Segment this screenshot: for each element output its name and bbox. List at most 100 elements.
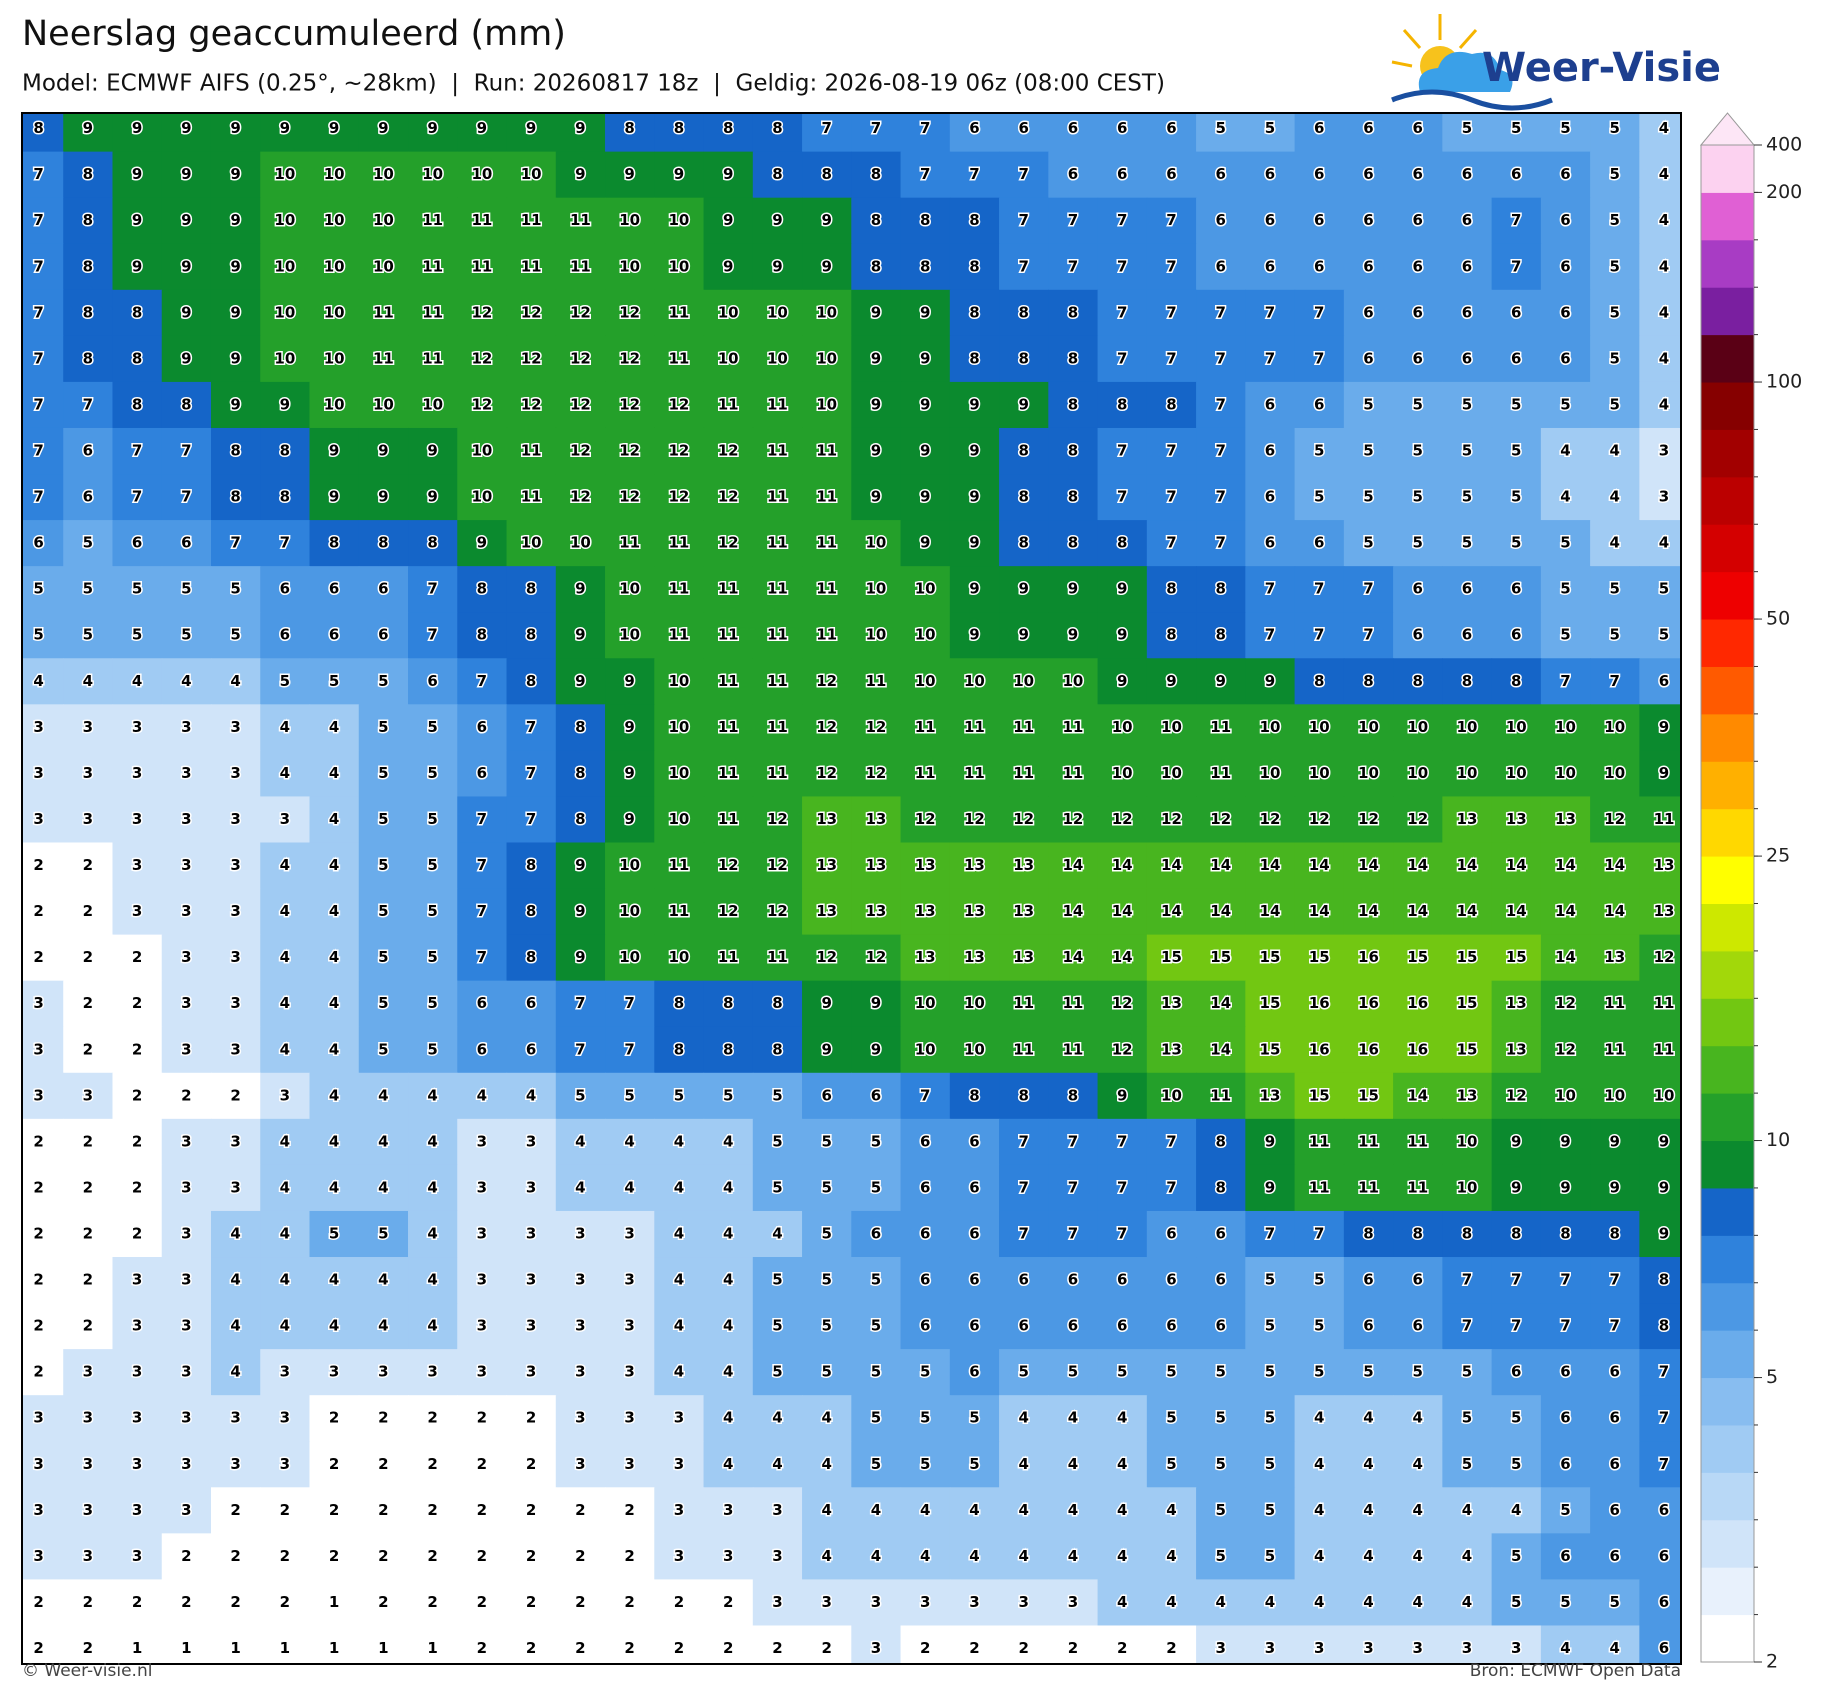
precip-label: 9 — [821, 211, 831, 229]
precip-cell — [605, 1625, 655, 1664]
precip-cell — [1639, 842, 1681, 890]
precip-label: 6 — [1560, 1409, 1570, 1427]
precip-cell — [851, 1257, 902, 1304]
precip-label: 5 — [378, 1224, 388, 1242]
precip-cell — [457, 888, 508, 936]
precip-cell — [752, 612, 803, 659]
precip-label: 2 — [477, 1639, 487, 1657]
precip-cell — [309, 796, 360, 844]
precip-label: 10 — [668, 672, 689, 690]
precip-label: 4 — [378, 1086, 388, 1104]
precip-cell — [408, 796, 458, 844]
precip-cell — [1196, 980, 1246, 1028]
precip-label: 5 — [821, 1178, 831, 1196]
precip-label: 3 — [230, 718, 240, 736]
precip-cell — [654, 1164, 705, 1212]
precip-cell — [457, 243, 508, 291]
precip-label: 9 — [1610, 1132, 1620, 1150]
precip-label: 8 — [1511, 672, 1521, 690]
precip-cell — [1540, 1257, 1591, 1304]
precip-cell — [1639, 1303, 1681, 1350]
precip-cell — [654, 1487, 705, 1534]
precip-cell — [949, 1395, 1000, 1442]
precip-label: 5 — [871, 1178, 881, 1196]
precip-label: 7 — [1117, 211, 1127, 229]
precip-cell — [1442, 427, 1493, 475]
precip-label: 3 — [230, 810, 240, 828]
precip-label: 10 — [915, 994, 936, 1012]
precip-label: 8 — [1068, 303, 1078, 321]
precip-label: 5 — [821, 1363, 831, 1381]
precip-cell — [1097, 1026, 1148, 1074]
precip-cell — [1097, 381, 1148, 429]
colorbar-segment — [1701, 1567, 1754, 1616]
precip-cell — [1393, 427, 1443, 475]
precip-cell — [1048, 750, 1099, 798]
precip-label: 3 — [1462, 1639, 1472, 1657]
precip-cell — [1245, 1533, 1296, 1581]
precip-cell — [1343, 1072, 1394, 1120]
precip-label: 4 — [477, 1086, 487, 1104]
precip-cell — [605, 427, 655, 475]
precip-cell — [900, 1164, 951, 1212]
precip-label: 5 — [1018, 1363, 1028, 1381]
precip-cell — [408, 1625, 458, 1664]
precip-cell — [851, 1072, 902, 1120]
precip-cell — [22, 658, 64, 705]
precip-label: 9 — [969, 580, 979, 598]
precip-cell — [1097, 1349, 1148, 1396]
precip-cell — [309, 1118, 360, 1166]
precip-cell — [949, 934, 1000, 982]
precip-cell — [112, 289, 163, 337]
precip-cell — [900, 566, 951, 613]
precip-label: 8 — [871, 165, 881, 183]
precip-cell — [1343, 980, 1394, 1028]
precip-cell — [457, 658, 508, 705]
precip-cell — [358, 1118, 409, 1166]
precip-label: 4 — [1166, 1593, 1176, 1611]
precip-label: 4 — [329, 856, 339, 874]
precip-cell — [802, 658, 852, 705]
precip-label: 11 — [1013, 718, 1034, 736]
precip-label: 5 — [1314, 1317, 1324, 1335]
precip-cell — [22, 1625, 64, 1664]
precip-cell — [506, 1164, 557, 1212]
precip-cell — [1442, 842, 1493, 890]
subtitle: Model: ECMWF AIFS (0.25°, ~28km) | Run: … — [22, 71, 1165, 97]
precip-label: 7 — [1068, 1224, 1078, 1242]
precip-label: 2 — [280, 1501, 290, 1519]
precip-cell — [161, 289, 212, 337]
precip-cell — [358, 1164, 409, 1212]
precip-label: 7 — [1560, 1317, 1570, 1335]
precip-label: 12 — [865, 718, 886, 736]
precip-cell — [22, 704, 64, 751]
precip-cell — [802, 151, 852, 199]
precip-label: 3 — [132, 718, 142, 736]
precip-cell — [358, 1579, 409, 1627]
precip-cell — [1196, 113, 1246, 153]
precip-cell — [851, 113, 902, 153]
precip-cell — [1294, 704, 1345, 751]
precip-cell — [1097, 427, 1148, 475]
precip-cell — [555, 888, 606, 936]
precip-label: 12 — [964, 810, 985, 828]
precip-label: 11 — [570, 211, 591, 229]
precip-cell — [408, 113, 458, 153]
precip-label: 4 — [723, 1224, 733, 1242]
precip-cell — [1491, 1164, 1542, 1212]
precip-label: 8 — [280, 488, 290, 506]
precip-label: 7 — [1265, 303, 1275, 321]
precip-label: 7 — [1511, 1317, 1521, 1335]
precip-cell — [802, 980, 852, 1028]
precip-label: 3 — [181, 1409, 191, 1427]
precip-label: 14 — [1407, 856, 1428, 874]
precip-label: 5 — [329, 1224, 339, 1242]
precip-cell — [654, 197, 705, 245]
precip-label: 11 — [422, 211, 443, 229]
precip-label: 9 — [378, 488, 388, 506]
precip-cell — [260, 796, 311, 844]
precip-label: 5 — [772, 1178, 782, 1196]
precip-label: 5 — [1413, 395, 1423, 413]
precip-cell — [1196, 1579, 1246, 1627]
precip-label: 8 — [1215, 626, 1225, 644]
